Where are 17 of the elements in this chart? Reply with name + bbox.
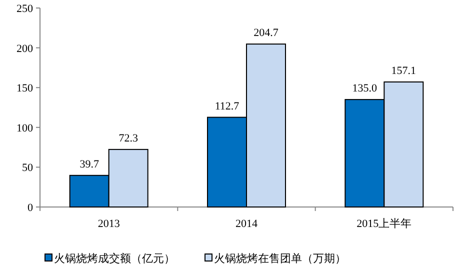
y-tick-label: 100 xyxy=(16,122,34,134)
y-tick-label: 200 xyxy=(16,42,34,55)
data-label: 204.7 xyxy=(254,27,279,40)
legend-label: 火锅烧烤成交额（亿元） xyxy=(54,252,175,265)
y-tick-label: 50 xyxy=(22,162,34,174)
y-tick-label: 250 xyxy=(16,3,34,15)
y-tick-label: 150 xyxy=(16,82,34,95)
data-label: 39.7 xyxy=(80,158,100,170)
data-label: 135.0 xyxy=(352,82,378,95)
x-tick-label: 2013 xyxy=(98,218,120,230)
x-tick-label: 2015上半年 xyxy=(356,217,412,230)
x-tick-label: 2014 xyxy=(236,218,258,230)
data-label: 72.3 xyxy=(118,132,138,144)
y-tick-label: 0 xyxy=(28,202,34,214)
data-label: 112.7 xyxy=(214,100,240,112)
data-label: 157.1 xyxy=(391,64,416,77)
legend-label: 火锅烧烤在售团单（万期） xyxy=(214,252,346,265)
